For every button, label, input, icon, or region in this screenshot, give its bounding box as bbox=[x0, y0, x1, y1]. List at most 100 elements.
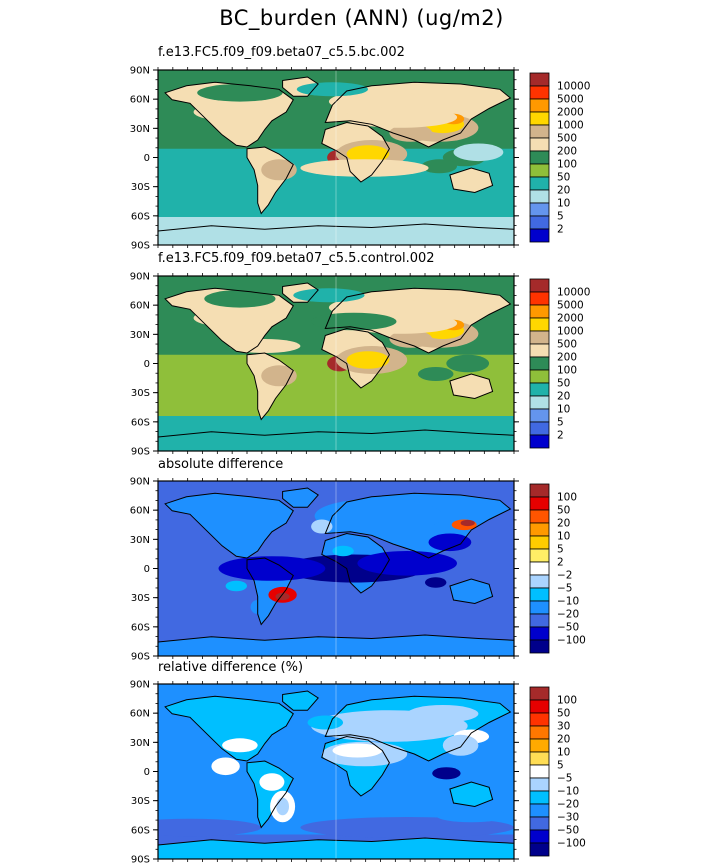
colorbar-label: 100 bbox=[557, 492, 577, 504]
colorbar-swatch bbox=[529, 202, 550, 217]
colorbar-swatch bbox=[529, 434, 550, 449]
colorbar-label: 500 bbox=[557, 133, 577, 145]
colorbar-label: −20 bbox=[557, 609, 579, 621]
colorbar-label: 20 bbox=[557, 734, 570, 746]
colorbar-swatch bbox=[529, 764, 550, 779]
coastline-eurasia bbox=[324, 81, 512, 148]
lat-label: 60S bbox=[131, 622, 150, 633]
coastline-australia bbox=[449, 167, 494, 194]
contour-region bbox=[211, 757, 240, 776]
colorbar-swatch bbox=[529, 600, 550, 615]
coastline-antarctica bbox=[158, 837, 514, 859]
contour-region bbox=[328, 91, 429, 112]
land-australia bbox=[449, 168, 493, 193]
colorbar-swatch bbox=[529, 829, 550, 844]
colorbar-swatch bbox=[529, 356, 550, 371]
colorbar-label: −50 bbox=[557, 622, 579, 634]
colorbar-label: 20 bbox=[557, 518, 570, 530]
lat-label: 90S bbox=[131, 447, 150, 458]
colorbar-swatch bbox=[529, 587, 550, 602]
contour-region bbox=[261, 365, 297, 387]
contour-region bbox=[446, 354, 490, 373]
colorbar-label: 5 bbox=[557, 760, 564, 772]
colorbar-swatch bbox=[529, 98, 550, 113]
colorbar-label: 2 bbox=[557, 557, 564, 569]
coastline-namerica bbox=[164, 81, 294, 148]
land-antarctica bbox=[158, 430, 514, 451]
coastline-samerica bbox=[246, 760, 294, 829]
map-panel-3 bbox=[158, 481, 514, 656]
colorbar-swatch bbox=[529, 317, 550, 332]
coastline-eurasia bbox=[324, 287, 512, 354]
contour-region bbox=[332, 545, 354, 557]
colorbar-swatch bbox=[529, 574, 550, 589]
colorbar-label: 2000 bbox=[557, 107, 584, 119]
lat-label: 60N bbox=[130, 301, 150, 312]
contour-region bbox=[428, 533, 472, 552]
contour-region bbox=[425, 577, 447, 588]
lat-label: 90S bbox=[131, 241, 150, 252]
contour-region bbox=[300, 159, 429, 177]
colorbar-swatch bbox=[529, 408, 550, 423]
contour-region bbox=[421, 159, 458, 174]
colorbar-swatch bbox=[529, 535, 550, 550]
colorbar-swatch bbox=[529, 725, 550, 740]
colorbar-label: −5 bbox=[557, 773, 572, 785]
coastline-antarctica bbox=[158, 634, 514, 656]
contour-region bbox=[158, 818, 262, 837]
lat-label: 60S bbox=[131, 825, 150, 836]
contour-region bbox=[389, 330, 433, 348]
coastline-namerica bbox=[164, 492, 294, 559]
colorbar-swatch bbox=[529, 509, 550, 524]
contour-region bbox=[442, 734, 479, 756]
contour-region bbox=[300, 817, 514, 838]
colorbar-swatch bbox=[529, 613, 550, 628]
contour-region bbox=[389, 124, 433, 142]
colorbar-swatch bbox=[529, 483, 550, 498]
panel-1-title: f.e13.FC5.f09_f09.beta07_c5.5.bc.002 bbox=[158, 45, 405, 60]
colorbar-label: −5 bbox=[557, 583, 572, 595]
lat-label: 30S bbox=[131, 796, 150, 807]
colorbar-swatch bbox=[529, 330, 550, 345]
lat-label: 0 bbox=[144, 359, 150, 370]
lat-label: 90N bbox=[130, 272, 150, 283]
contour-region bbox=[407, 705, 479, 723]
colorbar-swatch bbox=[529, 738, 550, 753]
panel-3-title: absolute difference bbox=[158, 457, 284, 472]
colorbar-label: 20 bbox=[557, 391, 570, 403]
colorbar-label: 2000 bbox=[557, 313, 584, 325]
colorbar-swatch bbox=[529, 626, 550, 641]
lat-label: 30N bbox=[130, 738, 150, 749]
colorbar-label: 1000 bbox=[557, 120, 584, 132]
map-panel-1 bbox=[158, 70, 514, 245]
lat-label: 0 bbox=[144, 767, 150, 778]
coastline-australia bbox=[449, 578, 494, 605]
land-antarctica bbox=[158, 224, 514, 245]
colorbar-swatch bbox=[529, 712, 550, 727]
colorbar-label: −20 bbox=[557, 799, 579, 811]
contour-region bbox=[261, 159, 297, 181]
colorbar-swatch bbox=[529, 304, 550, 319]
colorbar-swatch bbox=[529, 343, 550, 358]
lat-label: 30N bbox=[130, 124, 150, 135]
colorbar-swatch bbox=[529, 522, 550, 537]
panel-2-title: f.e13.FC5.f09_f09.beta07_c5.5.control.00… bbox=[158, 251, 435, 266]
colorbar-swatch bbox=[529, 382, 550, 397]
coastline-africa bbox=[321, 121, 390, 183]
colorbar-swatch bbox=[529, 639, 550, 654]
coastline-eurasia bbox=[324, 492, 512, 559]
land-antarctica bbox=[158, 635, 514, 656]
colorbar-label: 10 bbox=[557, 747, 570, 759]
colorbar-swatch bbox=[529, 777, 550, 792]
contour-region bbox=[314, 498, 443, 534]
colorbar-label: 100 bbox=[557, 159, 577, 171]
contour-region bbox=[222, 738, 258, 753]
coastline-samerica bbox=[246, 146, 294, 215]
colorbar-label: 10000 bbox=[557, 287, 590, 299]
contour-region bbox=[204, 290, 276, 308]
contour-region bbox=[346, 145, 390, 163]
colorbar-swatch bbox=[529, 751, 550, 766]
land-australia bbox=[449, 782, 493, 807]
colorbar-label: 50 bbox=[557, 505, 570, 517]
